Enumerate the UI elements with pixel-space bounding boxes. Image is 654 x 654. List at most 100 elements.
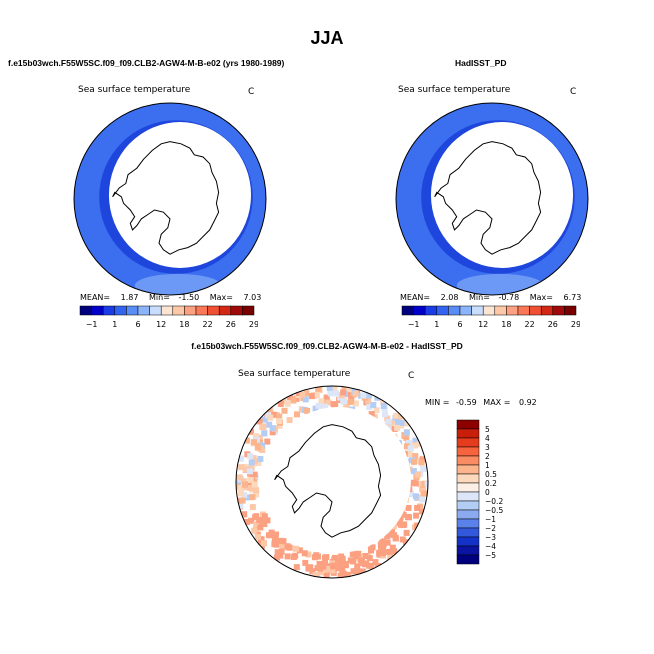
colorbar-tick-label: −5 [485,551,496,560]
model-min-value: -1.50 [178,293,200,302]
diff-cell [284,553,291,560]
diff-cell [325,399,332,406]
diff-cell [366,555,373,562]
colorbar-swatch [459,305,472,316]
diff-cell [243,437,250,444]
diff-cell [248,517,255,524]
colorbar-swatch [149,305,162,316]
colorbar-swatch [456,491,480,502]
diff-cell [417,503,424,510]
obs-colorbar: −1 1 6 12 18 22 26 29 [401,305,580,329]
diff-cell [276,422,283,429]
colorbar-tick-label: 18 [501,320,511,329]
diff-cell [295,390,302,397]
diff-cell [249,494,256,501]
diff-cell [293,395,300,402]
diff-cell [340,389,347,396]
diff-cell [299,391,306,398]
diff-cell [296,547,303,554]
colorbar-tick-label: 0.5 [485,470,497,479]
diff-cell [347,557,354,564]
diff-cell [253,487,260,494]
colorbar-swatch [91,305,104,316]
colorbar-tick-label: 12 [478,320,488,329]
diff-cell [251,481,258,488]
colorbar-tick-label: 18 [179,320,189,329]
colorbar-tick-label: −0.5 [485,506,503,515]
diff-cell [237,485,244,492]
diff-cell [238,490,245,497]
diff-cell [261,430,268,437]
diff-cell [280,538,287,545]
diff-cell [255,459,262,466]
diff-cell [307,564,314,571]
diff-cell [343,404,350,411]
colorbar-tick-label: 22 [203,320,213,329]
colorbar-swatch [456,518,480,529]
obs-max-value: 6.73 [563,293,582,302]
diff-max-label: MAX = [483,398,511,407]
antarctica-outline [112,141,220,255]
diff-cell [260,540,267,547]
model-max-value: 7.03 [243,293,262,302]
diff-cell [402,539,409,546]
diff-cell [331,562,338,569]
diff-cell [384,539,391,546]
diff-cell [330,401,337,408]
diff-cell [329,567,336,574]
colorbar-swatch [564,305,577,316]
diff-stats: MIN = -0.59 MAX = 0.92 [425,398,537,407]
diff-cell [412,453,419,460]
diff-cell [303,390,310,397]
obs-mean-label: MEAN= [400,293,431,302]
diff-cell [245,480,252,487]
model-panel-title: f.e15b03wch.F55W5SC.f09_f09.CLB2-AGW4-M-… [8,58,285,68]
diff-cell [355,550,362,557]
diff-cell [420,465,427,472]
diff-cell [309,568,316,575]
colorbar-swatch [456,509,480,520]
diff-cell [292,552,299,559]
diff-cell [247,484,254,491]
colorbar-swatch [448,305,461,316]
diff-cell [239,497,246,504]
obs-min-value: -0.78 [498,293,520,302]
colorbar-tick-label: 6 [135,320,140,329]
diff-cell [287,394,294,401]
diff-cell [377,541,384,548]
colorbar-tick-label: 22 [525,320,535,329]
diff-cell [347,398,354,405]
diff-max-value: 0.92 [518,398,537,407]
diff-cell [248,459,255,466]
diff-cell [421,490,428,497]
map-boundary [235,385,429,579]
diff-cell [236,474,243,481]
diff-cell [407,445,414,452]
colorbar-swatch [218,305,232,316]
colorbar-tick-label: 26 [548,320,558,329]
diff-cell [366,562,373,569]
diff-cell [419,508,426,515]
colorbar-swatch [401,305,414,316]
diff-cell [284,400,291,407]
diff-cell [392,535,399,542]
colorbar-tick-label: 1 [434,320,439,329]
colorbar-swatch [529,305,542,316]
diff-cell [241,511,248,518]
diff-cell [261,521,268,528]
colorbar-tick-label: 4 [485,434,490,443]
diff-cell [241,481,248,488]
diff-cell [340,398,347,405]
diff-cell [414,458,421,465]
diff-cell [337,572,344,578]
diff-cell [354,563,361,570]
diff-cell [298,406,305,413]
diff-cell [250,439,257,446]
colorbar-swatch [482,305,496,316]
diff-polar-map [235,385,429,579]
diff-cell [370,401,377,408]
diff-cell [248,428,255,435]
diff-cell [314,553,321,560]
diff-cell [406,439,413,446]
